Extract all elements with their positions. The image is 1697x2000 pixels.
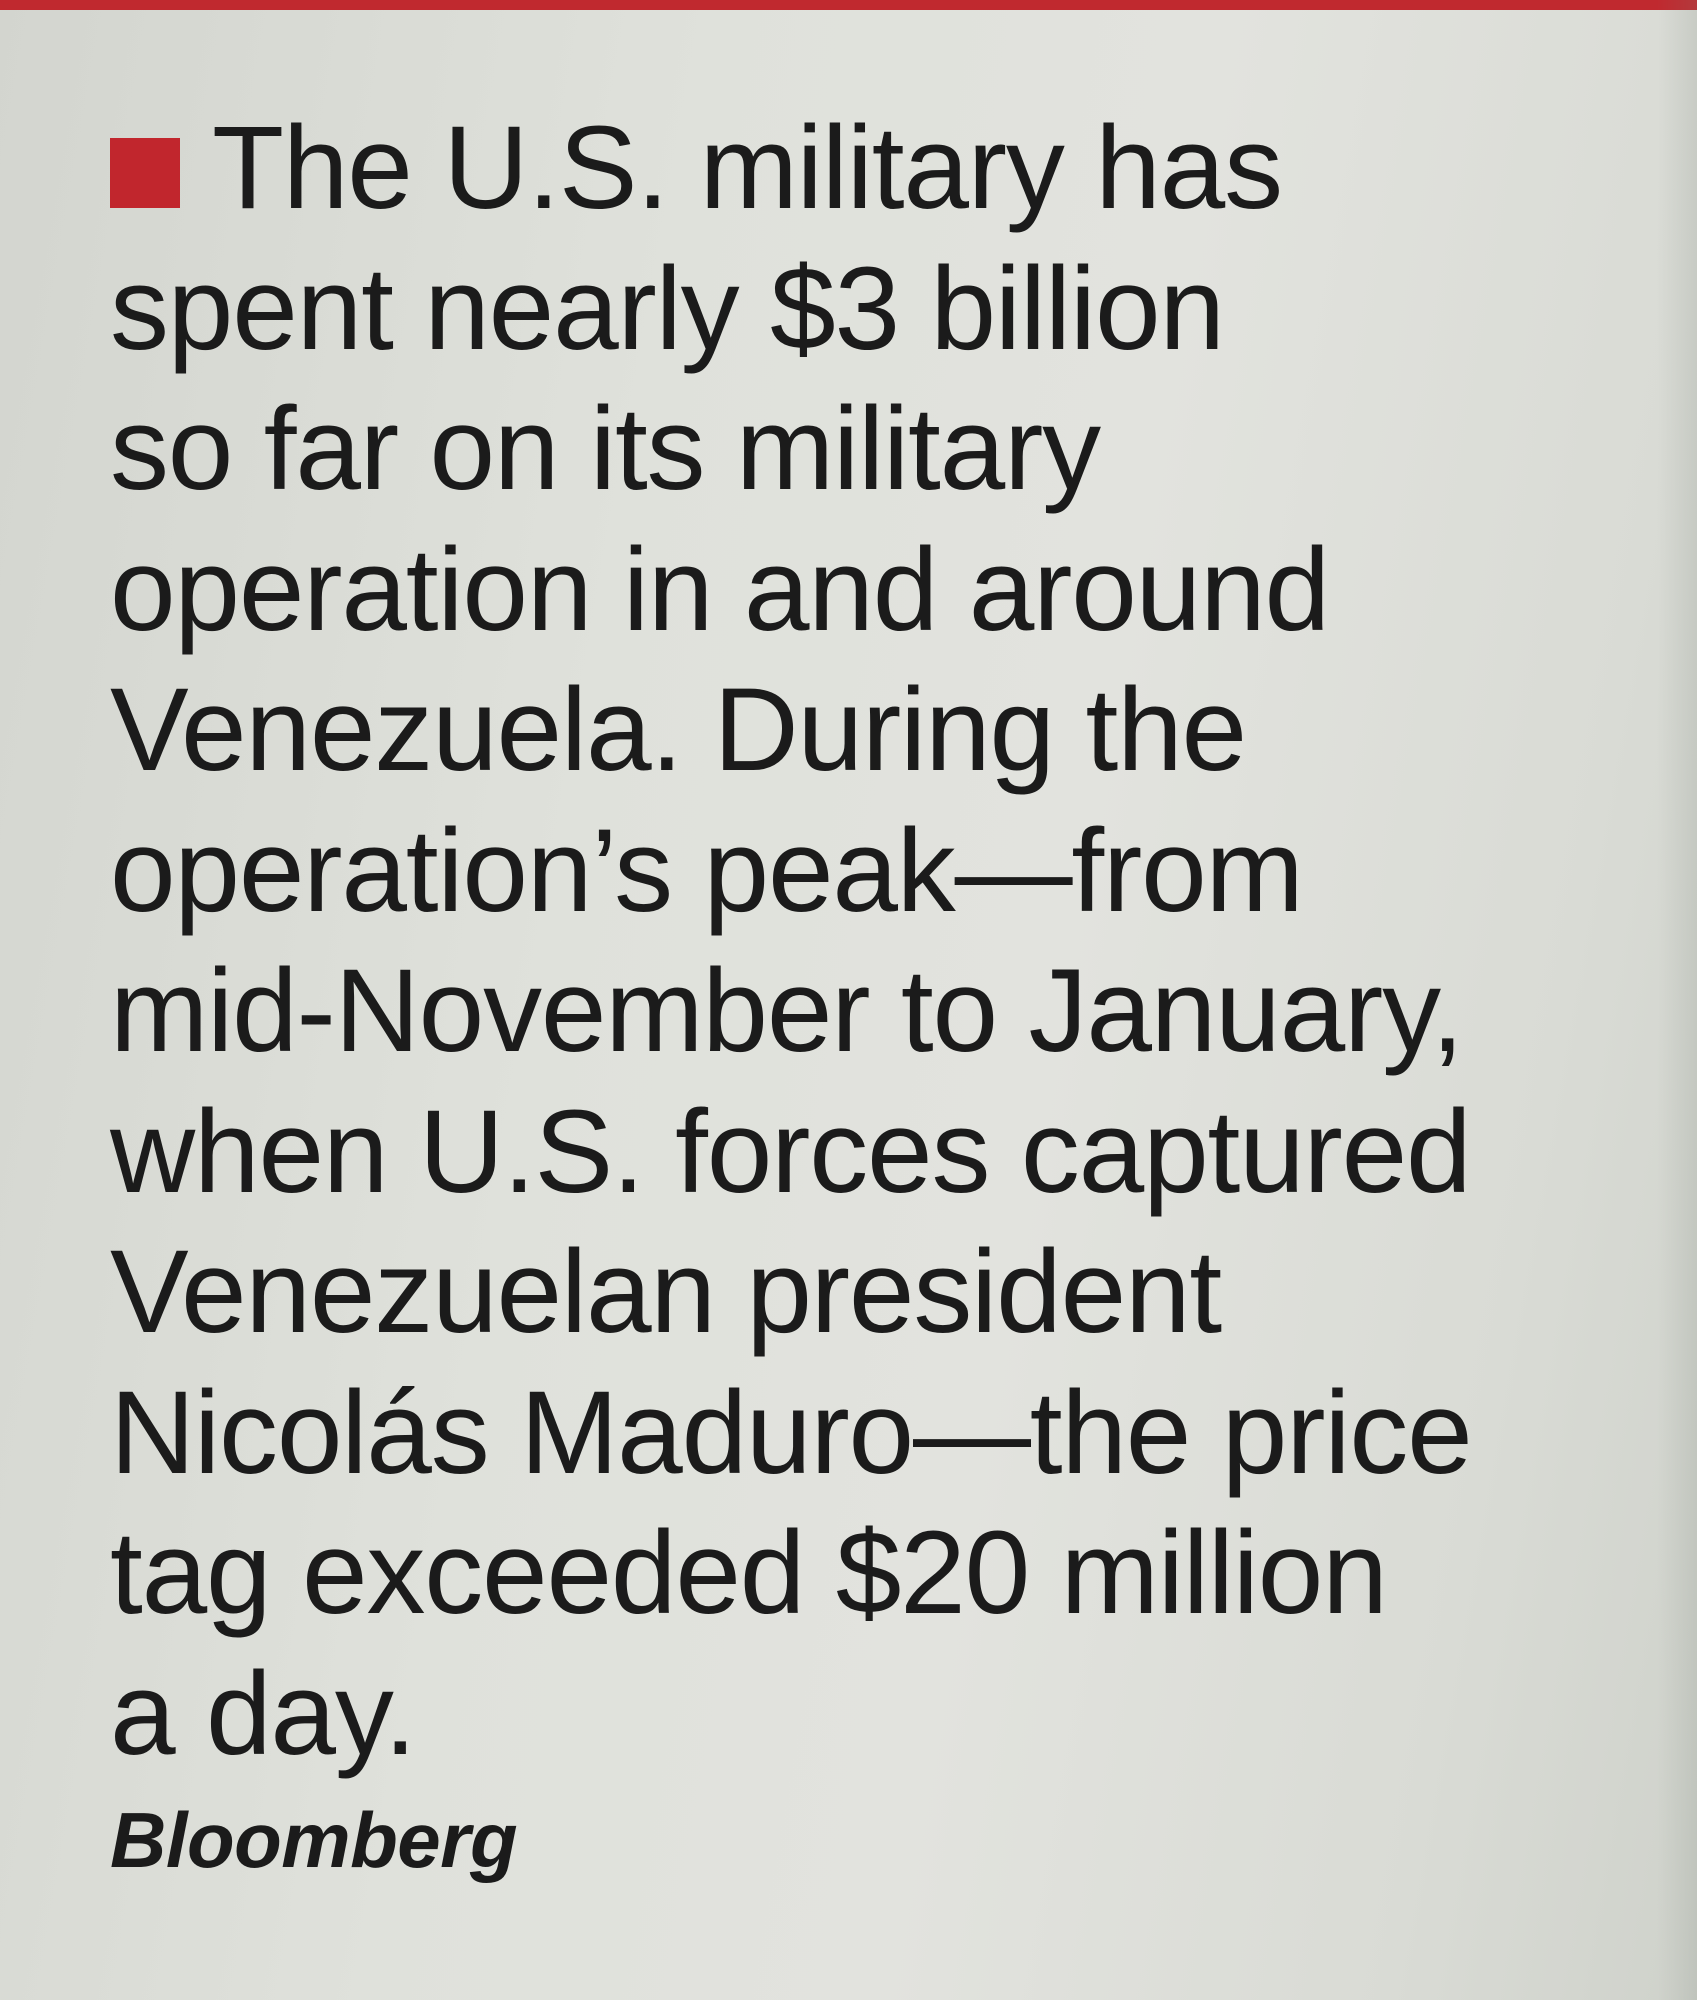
brief-line-text: The U.S. military has xyxy=(212,102,1283,234)
brief-line: tag exceeded $20 million xyxy=(110,1507,1388,1639)
brief-line: Venezuelan president xyxy=(110,1226,1222,1358)
brief-line: operation’s peak—from xyxy=(110,804,1304,937)
brief-line: spent nearly $3 billion xyxy=(110,242,1225,375)
news-brief: The U.S. military has spent nearly $3 bi… xyxy=(110,98,1670,1890)
red-square-bullet-icon xyxy=(110,138,180,208)
brief-line: The U.S. military has xyxy=(110,98,1670,239)
brief-line: Venezuela. During the xyxy=(110,664,1247,796)
source-credit: Bloomberg xyxy=(110,1796,518,1884)
page-edge-shadow xyxy=(1657,0,1697,2000)
brief-line: when U.S. forces captured xyxy=(110,1085,1472,1218)
brief-line: a day. xyxy=(110,1647,417,1780)
brief-line: Nicolás Maduro—the price xyxy=(110,1366,1473,1499)
brief-line: so far on its military xyxy=(110,383,1101,515)
top-red-rule xyxy=(0,0,1697,10)
brief-line: operation in and around xyxy=(110,523,1330,656)
brief-line: mid-November to January, xyxy=(110,945,1464,1077)
